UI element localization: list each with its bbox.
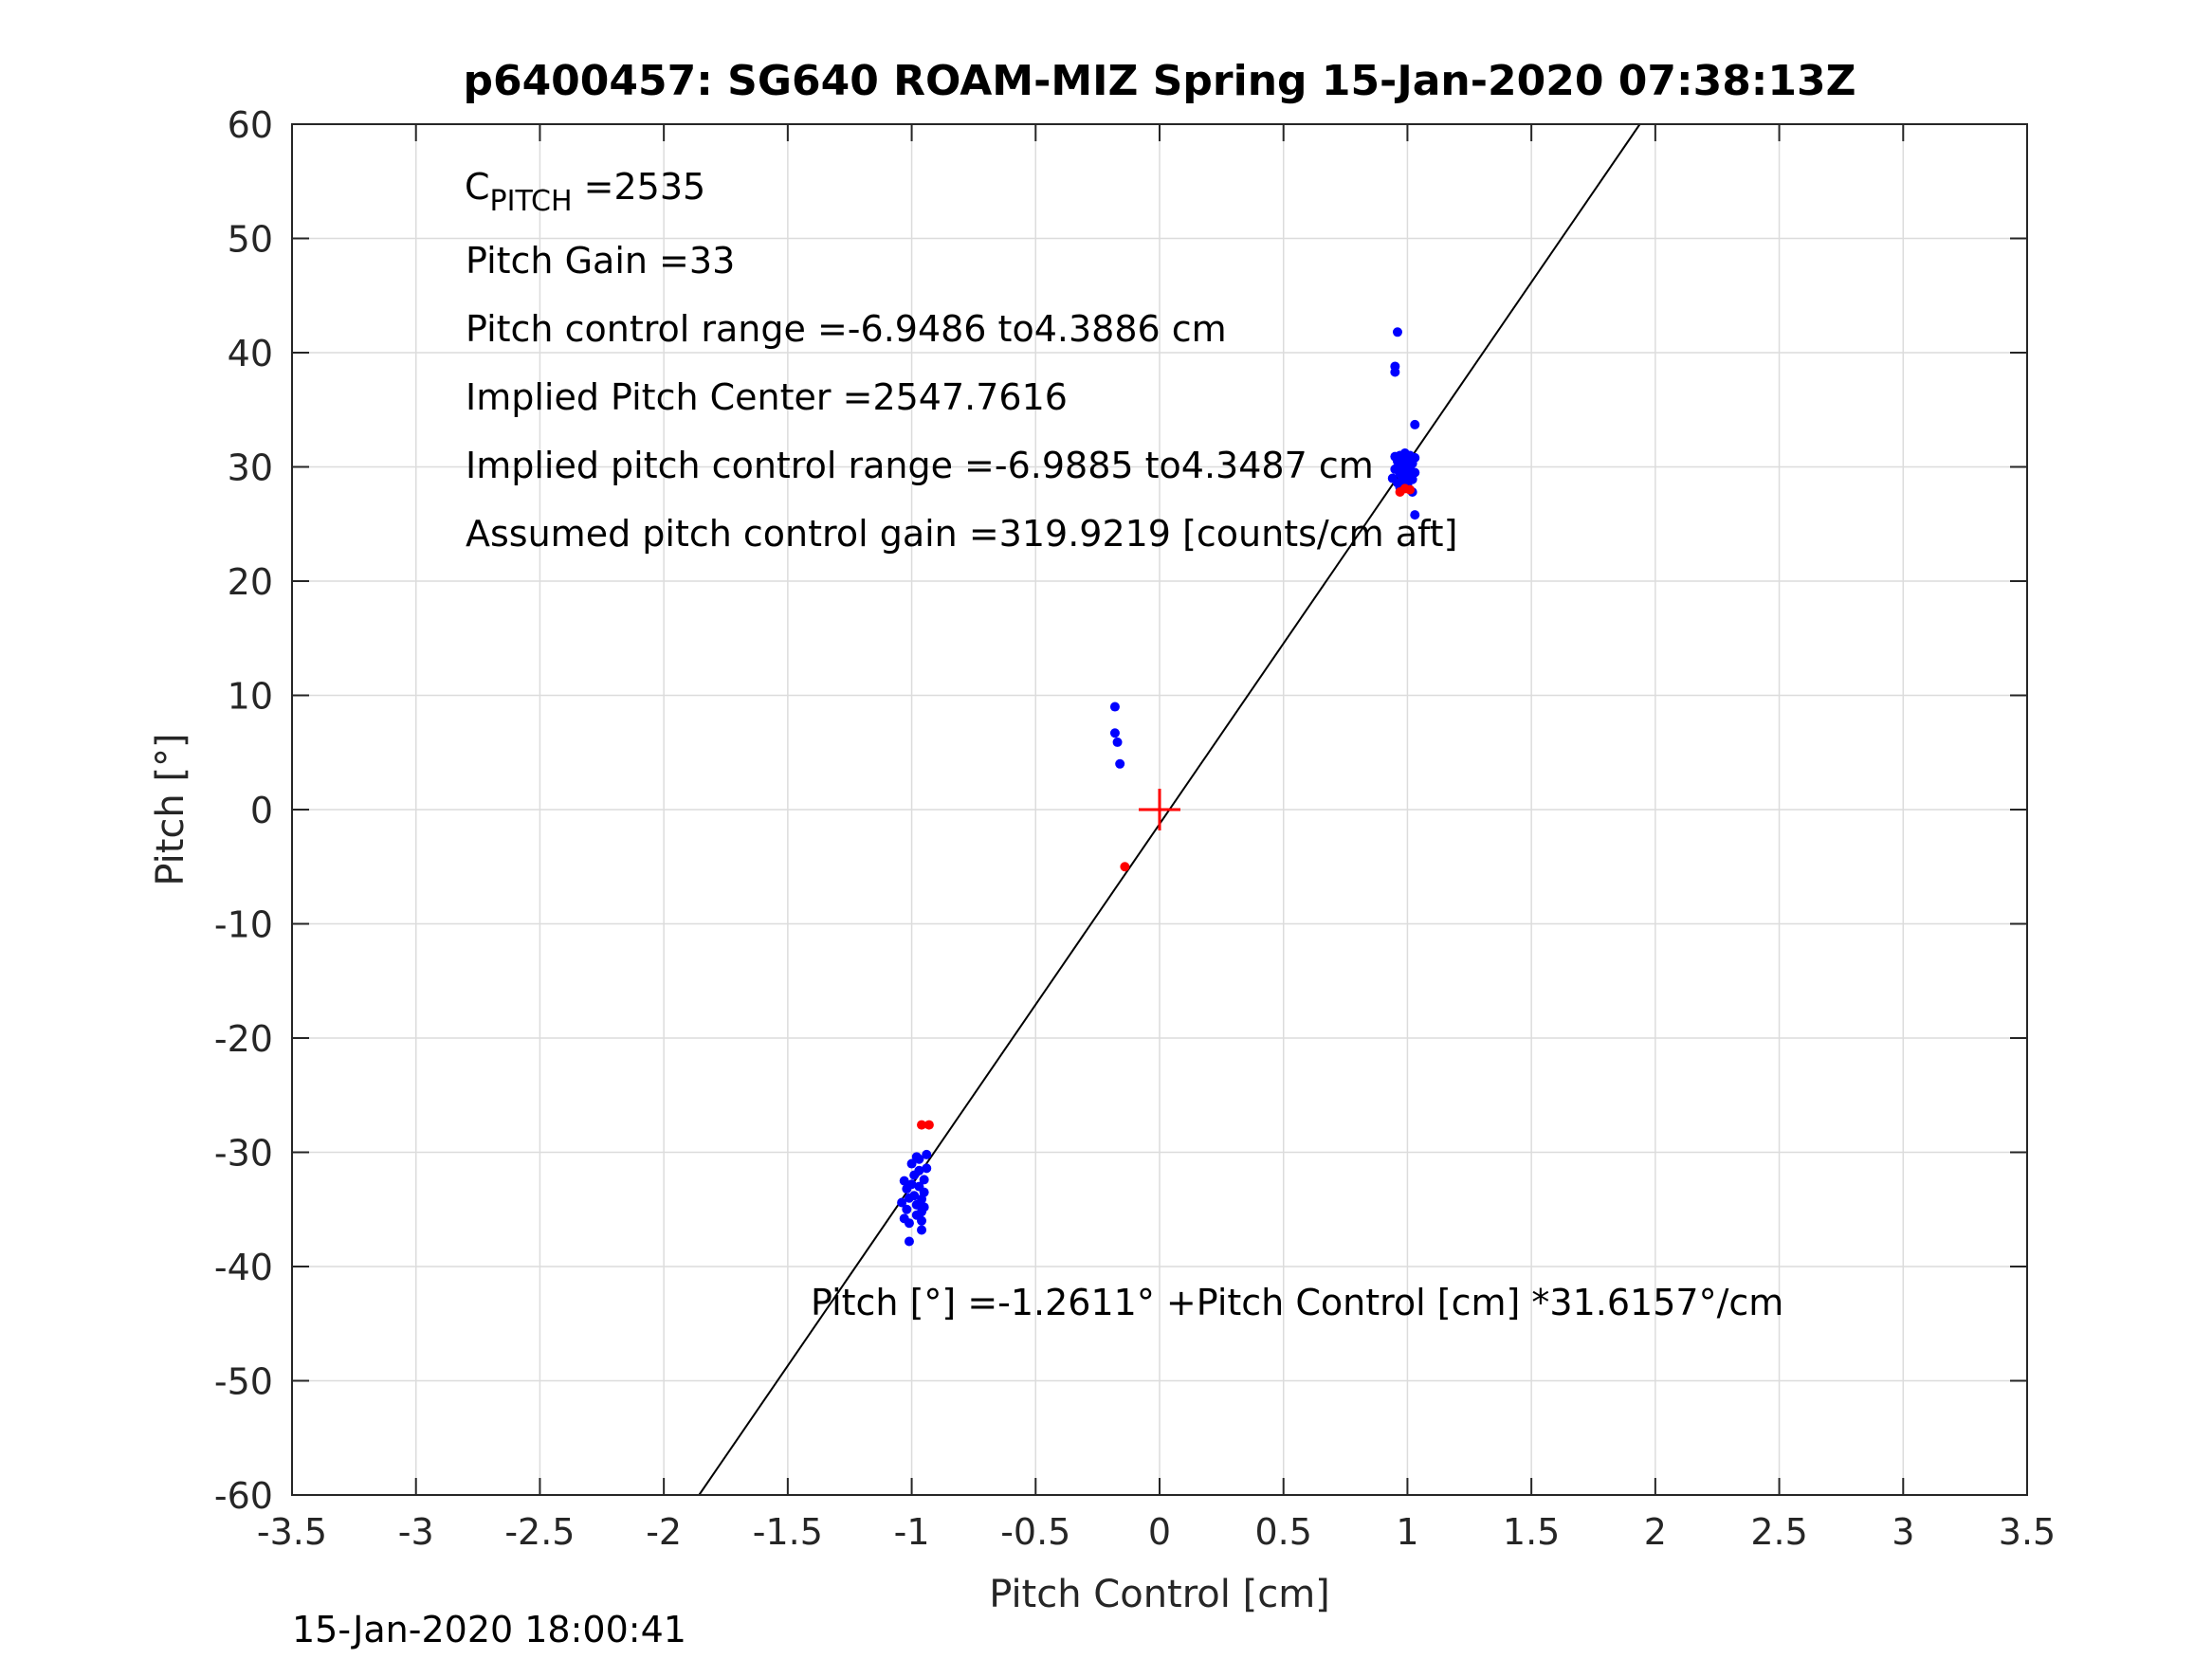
data-point [899,1213,909,1224]
x-tick-label: 0.5 [1254,1511,1311,1553]
c-pitch-subscript: PITCH [490,185,573,218]
data-point [1410,452,1420,463]
data-point [919,1175,929,1185]
data-point [914,1165,924,1176]
data-point [911,1152,922,1162]
data-point [1390,451,1400,462]
data-point [904,1236,914,1247]
pitch-control-range-annotation: Pitch control range =-6.9486 to4.3886 cm [466,308,1227,350]
y-tick-label: -60 [214,1475,273,1517]
x-tick-label: 1 [1396,1511,1418,1553]
y-tick-label: 30 [228,447,273,489]
x-tick-label: 1.5 [1503,1511,1560,1553]
y-tick-labels: -60 -50 -40 -30 -20 -10 0 10 20 30 40 50 60 [214,104,273,1517]
data-point [906,1179,917,1190]
data-point [1109,728,1120,738]
tick-marks [291,123,2028,1496]
data-point [1390,367,1400,377]
y-tick-label: -20 [214,1018,273,1060]
data-point [899,1176,909,1186]
data-point [1115,758,1125,769]
implied-control-range-annotation: Implied pitch control range =-6.9885 to4… [466,445,1374,486]
data-point [1398,451,1408,462]
data-point [917,1225,927,1235]
y-tick-label: 10 [228,676,273,718]
y-tick-label: -30 [214,1133,273,1175]
pitch-gain-annotation: Pitch Gain =33 [466,240,735,282]
c-pitch-main: C [465,166,490,208]
data-point [1410,467,1420,478]
data-point [922,1149,932,1159]
x-tick-label: 2.5 [1750,1511,1807,1553]
x-tick-label: -3.5 [257,1511,327,1553]
data-point [923,1120,934,1130]
y-tick-label: 20 [228,561,273,603]
x-tick-label: 3 [1892,1511,1914,1553]
y-tick-label: -10 [214,904,273,946]
data-point [917,1215,927,1226]
data-point [1402,471,1413,482]
data-point [1392,463,1402,473]
x-tick-labels: -3.5 -3 -2.5 -2 -1.5 -1 -0.5 0 0.5 1 1.5 2 2.5 3 3.5 [257,1511,2056,1553]
implied-pitch-center-annotation: Implied Pitch Center =2547.7616 [466,376,1068,418]
chart-title: p6400457: SG640 ROAM-MIZ Spring 15-Jan-2… [463,57,1856,105]
x-tick-label: -2.5 [504,1511,575,1553]
y-tick-label: 0 [250,790,273,831]
data-point [902,1204,912,1214]
data-point [917,1120,927,1130]
y-axis-label: Pitch [°] [149,733,192,885]
data-point [919,1202,929,1212]
data-point [922,1163,932,1174]
data-point [906,1158,917,1169]
y-tick-label: 60 [228,104,273,146]
y-tick-label: 40 [228,333,273,374]
footer-timestamp: 15-Jan-2020 18:00:41 [292,1609,686,1650]
x-tick-label: -1 [894,1511,930,1553]
x-axis-label: Pitch Control [cm] [989,1573,1330,1616]
data-point [897,1197,907,1208]
c-pitch-annotation: CPITCH =2535 [465,166,705,218]
x-tick-label: 0 [1148,1511,1171,1553]
center-marker-group [1139,789,1180,830]
data-point [1410,419,1420,429]
data-point [1112,737,1123,747]
data-point [1109,702,1120,712]
data-point [1410,510,1420,520]
assumed-gain-annotation: Assumed pitch control gain =319.9219 [co… [466,513,1457,555]
x-tick-label: 3.5 [1999,1511,2056,1553]
fit-equation-annotation: Pitch [°] =-1.2611° +Pitch Control [cm] … [811,1282,1783,1323]
y-tick-label: -40 [214,1247,273,1288]
x-tick-label: -0.5 [1000,1511,1070,1553]
data-point [1120,862,1130,872]
data-point [919,1187,929,1197]
y-tick-label: 50 [228,219,273,261]
data-point [1392,327,1402,337]
y-tick-label: -50 [214,1361,273,1403]
x-tick-label: -3 [398,1511,434,1553]
data-points [897,327,1420,1247]
x-tick-label: 2 [1644,1511,1667,1553]
x-tick-label: -1.5 [753,1511,823,1553]
c-pitch-value: =2535 [573,166,706,208]
data-point [909,1191,920,1201]
x-tick-label: -2 [646,1511,682,1553]
data-point [1405,484,1416,495]
